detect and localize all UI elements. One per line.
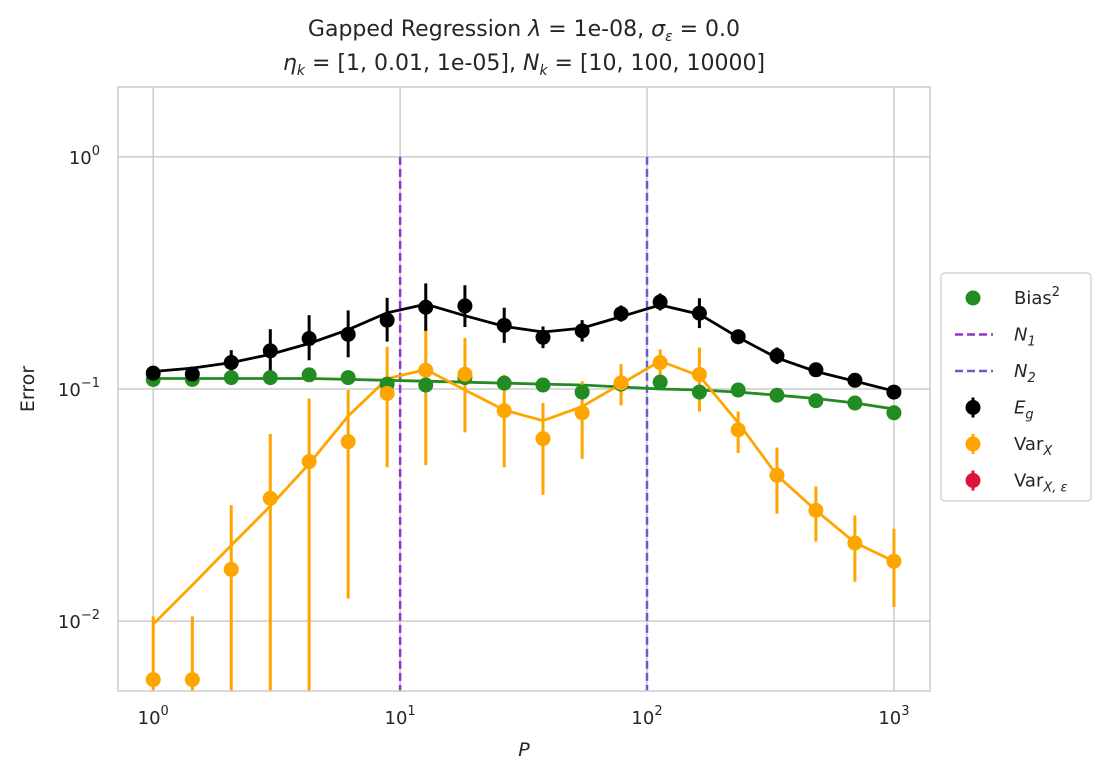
data-point (301, 367, 317, 383)
data-point (301, 454, 317, 470)
data-point (808, 362, 824, 378)
chart-title-line2: ηk = [1, 0.01, 1e-05], Nk = [10, 100, 10… (283, 51, 765, 79)
x-tick-labels: 100 101 102 103 (138, 704, 910, 729)
data-point (574, 405, 590, 421)
data-point (379, 385, 395, 401)
data-point (340, 326, 356, 342)
data-point (145, 365, 161, 381)
legend-label: N1 (1014, 325, 1036, 350)
data-point (769, 348, 785, 364)
y-tick-label: 10−1 (58, 376, 100, 401)
reference-lines (398, 156, 649, 691)
data-point (418, 362, 434, 378)
data-point (184, 366, 200, 382)
data-point (769, 467, 785, 483)
legend-label: VarX, ε (1014, 471, 1068, 496)
legend: Bias2 N1 N2 Eg VarX VarX, ε (940, 272, 1092, 502)
x-tick-label: 101 (385, 704, 416, 729)
grid-lines (118, 87, 930, 691)
data-point (496, 317, 512, 333)
data-point (457, 298, 473, 314)
data-point (730, 422, 746, 438)
data-point (691, 367, 707, 383)
data-point (223, 370, 239, 386)
data-point (340, 434, 356, 450)
data-point (418, 377, 434, 393)
data-point (886, 405, 902, 421)
x-tick-label: 103 (878, 704, 909, 729)
x-axis-label: P (518, 739, 530, 761)
data-point (223, 561, 239, 577)
data-point (184, 672, 200, 688)
legend-label: Bias2 (1014, 285, 1060, 309)
data-point (847, 535, 863, 551)
x-tick-label: 102 (631, 704, 662, 729)
data-point (652, 374, 668, 390)
data-point (808, 393, 824, 409)
data-point (808, 502, 824, 518)
y-axis-label: Error (17, 366, 39, 413)
data-point (223, 355, 239, 371)
legend-marker (965, 290, 981, 306)
data-point (535, 377, 551, 393)
data-point (847, 395, 863, 411)
data-point (847, 372, 863, 388)
data-point (379, 312, 395, 328)
data-point (691, 305, 707, 321)
data-point (886, 553, 902, 569)
data-point (730, 329, 746, 345)
plot-frame (117, 86, 931, 692)
data-point (301, 331, 317, 347)
data-point (691, 384, 707, 400)
data-point (535, 431, 551, 447)
data-point (535, 329, 551, 345)
data-point (574, 384, 590, 400)
data-point (457, 366, 473, 382)
data-point (262, 490, 278, 506)
data-point (496, 375, 512, 391)
error-bars (151, 283, 896, 691)
data-point (652, 294, 668, 310)
data-point (613, 375, 629, 391)
legend-label: VarX (1014, 434, 1053, 459)
data-point (145, 672, 161, 688)
data-points (145, 294, 902, 688)
data-point (886, 384, 902, 400)
y-tick-label: 10−2 (58, 608, 100, 633)
legend-marker (965, 436, 981, 452)
data-point (769, 387, 785, 403)
x-tick-label: 100 (138, 704, 169, 729)
data-point (652, 355, 668, 371)
data-point (262, 343, 278, 359)
series-line (152, 359, 895, 626)
legend-label: Eg (1014, 398, 1034, 423)
data-point (418, 299, 434, 315)
legend-marker (965, 400, 981, 415)
y-tick-labels: 10−2 10−1 100 (58, 144, 100, 633)
data-point (496, 403, 512, 419)
data-point (613, 306, 629, 322)
data-point (340, 370, 356, 386)
chart-title-line1: Gapped Regression λ = 1e-08, σε = 0.0 (308, 17, 740, 45)
y-tick-label: 100 (69, 144, 100, 169)
data-point (574, 323, 590, 339)
legend-marker (965, 473, 981, 488)
chart-titles: Gapped Regression λ = 1e-08, σε = 0.0 ηk… (283, 17, 765, 79)
data-point (730, 382, 746, 398)
data-point (262, 370, 278, 386)
legend-label: N2 (1014, 361, 1036, 386)
